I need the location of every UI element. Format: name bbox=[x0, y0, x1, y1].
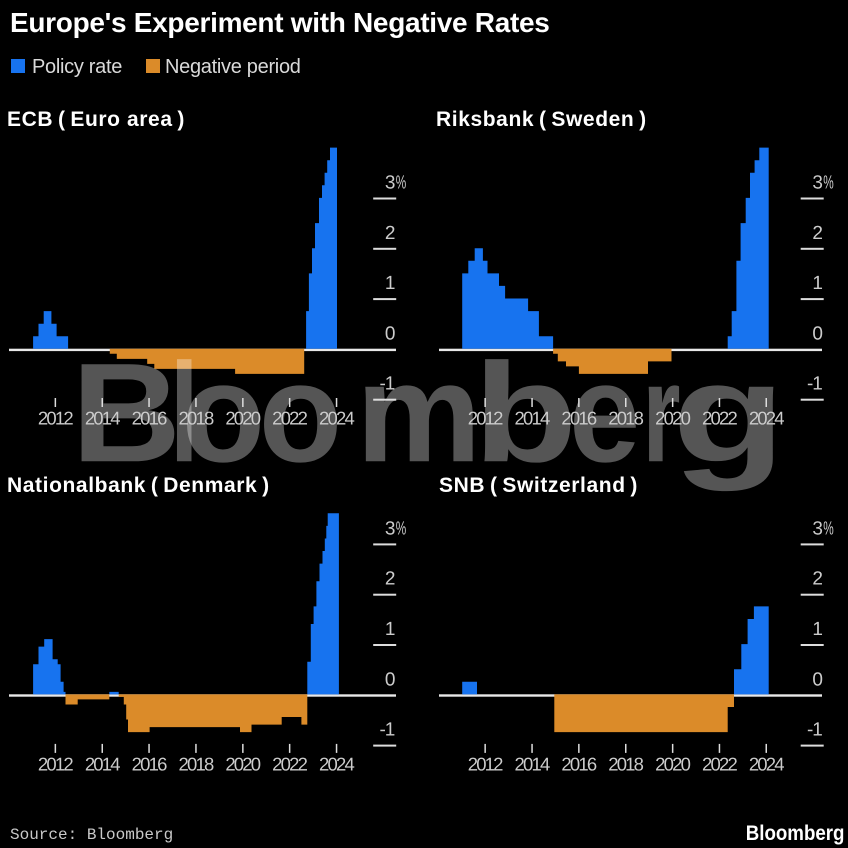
svg-text:2014: 2014 bbox=[515, 407, 550, 428]
svg-text:2024: 2024 bbox=[319, 753, 354, 774]
svg-text:-1: -1 bbox=[379, 374, 394, 395]
svg-text:2: 2 bbox=[812, 223, 822, 244]
svg-text:b: b bbox=[473, 333, 577, 491]
svg-text:2012: 2012 bbox=[468, 407, 503, 428]
svg-text:2018: 2018 bbox=[608, 753, 643, 774]
svg-text:e: e bbox=[569, 333, 640, 491]
svg-text:2020: 2020 bbox=[655, 407, 690, 428]
svg-text:-1: -1 bbox=[379, 720, 394, 741]
svg-text:1: 1 bbox=[385, 619, 395, 640]
svg-text:2012: 2012 bbox=[38, 407, 73, 428]
svg-text:2: 2 bbox=[385, 569, 395, 590]
svg-text:o: o bbox=[182, 333, 265, 491]
svg-text:2022: 2022 bbox=[272, 407, 307, 428]
svg-text:%: % bbox=[823, 518, 834, 539]
svg-text:0: 0 bbox=[385, 323, 395, 344]
svg-text:m: m bbox=[356, 333, 481, 491]
svg-text:2022: 2022 bbox=[272, 753, 307, 774]
svg-text:3: 3 bbox=[812, 518, 822, 539]
svg-text:o: o bbox=[259, 333, 343, 491]
svg-text:2022: 2022 bbox=[702, 407, 737, 428]
svg-text:3: 3 bbox=[385, 173, 395, 194]
svg-text:2016: 2016 bbox=[561, 753, 596, 774]
svg-text:3: 3 bbox=[385, 518, 395, 539]
svg-text:0: 0 bbox=[812, 669, 822, 690]
svg-text:g: g bbox=[672, 333, 786, 491]
svg-text:2012: 2012 bbox=[38, 753, 73, 774]
svg-text:2016: 2016 bbox=[561, 407, 596, 428]
svg-text:1: 1 bbox=[385, 273, 395, 294]
svg-text:2020: 2020 bbox=[225, 407, 260, 428]
svg-text:2024: 2024 bbox=[749, 753, 784, 774]
svg-text:2014: 2014 bbox=[515, 753, 550, 774]
svg-text:-1: -1 bbox=[807, 374, 822, 395]
svg-text:%: % bbox=[396, 518, 407, 539]
svg-text:%: % bbox=[396, 173, 407, 194]
svg-text:2018: 2018 bbox=[179, 753, 214, 774]
svg-text:3: 3 bbox=[812, 173, 822, 194]
svg-text:B: B bbox=[71, 333, 181, 491]
svg-text:2020: 2020 bbox=[225, 753, 260, 774]
svg-text:-1: -1 bbox=[807, 720, 822, 741]
svg-text:2: 2 bbox=[812, 569, 822, 590]
svg-text:2024: 2024 bbox=[749, 407, 784, 428]
svg-text:2018: 2018 bbox=[179, 407, 214, 428]
svg-text:r: r bbox=[642, 333, 680, 491]
svg-text:2014: 2014 bbox=[85, 407, 120, 428]
svg-text:2022: 2022 bbox=[702, 753, 737, 774]
svg-text:0: 0 bbox=[385, 669, 395, 690]
svg-text:1: 1 bbox=[812, 619, 822, 640]
svg-text:2018: 2018 bbox=[608, 407, 643, 428]
svg-text:2016: 2016 bbox=[132, 407, 167, 428]
svg-text:l: l bbox=[170, 333, 199, 491]
svg-text:2: 2 bbox=[385, 223, 395, 244]
svg-text:2024: 2024 bbox=[319, 407, 354, 428]
svg-text:%: % bbox=[823, 173, 834, 194]
svg-text:2016: 2016 bbox=[132, 753, 167, 774]
svg-text:1: 1 bbox=[812, 273, 822, 294]
svg-text:0: 0 bbox=[812, 323, 822, 344]
svg-text:2014: 2014 bbox=[85, 753, 120, 774]
svg-text:2012: 2012 bbox=[468, 753, 503, 774]
svg-text:2020: 2020 bbox=[655, 753, 690, 774]
